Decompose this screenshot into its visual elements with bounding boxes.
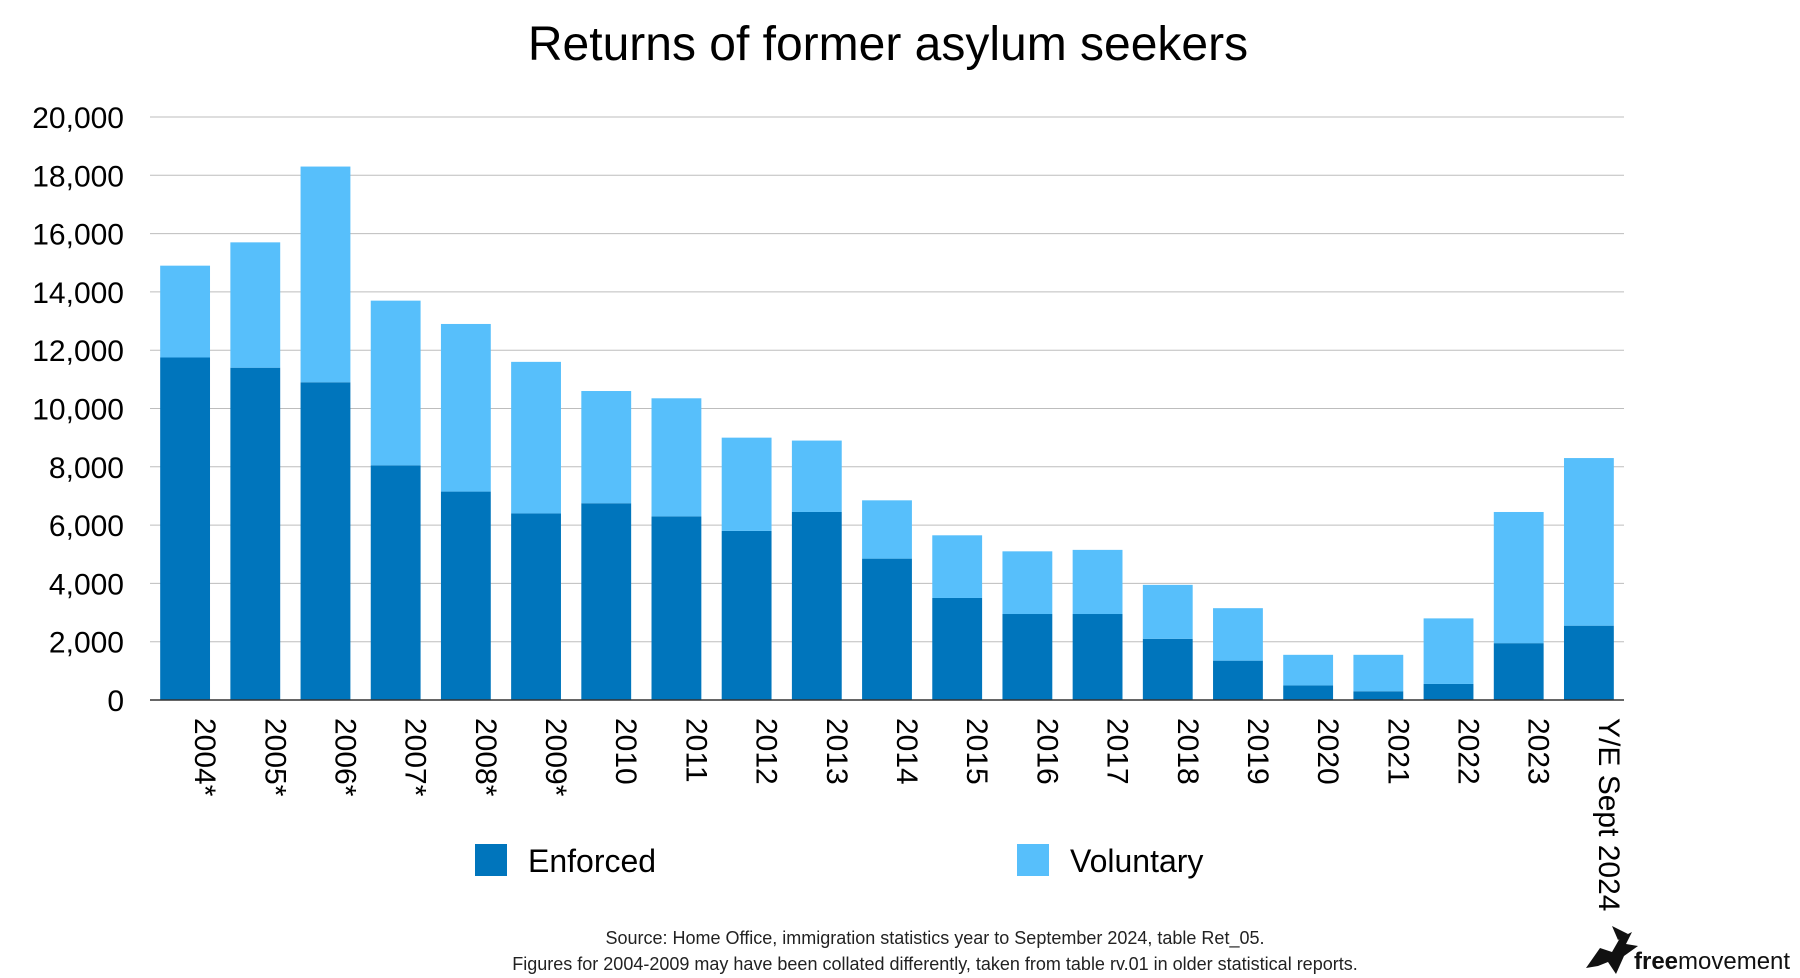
bar-enforced-2004- (160, 357, 211, 700)
bar-voluntary-2005- (230, 242, 281, 368)
y-tick-label: 18,000 (32, 160, 124, 193)
y-tick-label: 6,000 (49, 510, 124, 543)
bar-voluntary-2016 (1002, 551, 1053, 615)
bar-enforced-y-e-sept-2024 (1563, 625, 1614, 700)
bar-voluntary-2018 (1142, 584, 1193, 639)
bar-voluntary-2015 (932, 535, 983, 598)
legend-label-voluntary: Voluntary (1070, 843, 1203, 879)
bar-voluntary-2022 (1423, 618, 1474, 684)
y-tick-label: 0 (107, 685, 124, 718)
y-tick-label: 12,000 (32, 335, 124, 368)
x-tick-label: 2014 (890, 718, 923, 785)
bar-voluntary-2011 (651, 398, 702, 517)
bar-voluntary-y-e-sept-2024 (1563, 458, 1614, 626)
bar-voluntary-2021 (1353, 654, 1404, 692)
bar-enforced-2023 (1493, 643, 1544, 700)
y-tick-label: 10,000 (32, 394, 124, 427)
bird-logo-icon (1586, 926, 1638, 974)
x-tick-label: 2018 (1171, 718, 1204, 785)
bar-voluntary-2013 (791, 440, 842, 512)
bar-enforced-2016 (1002, 614, 1053, 700)
y-tick-label: 20,000 (32, 102, 124, 135)
bar-enforced-2019 (1213, 660, 1263, 700)
x-tick-label: 2006* (328, 718, 361, 797)
bar-voluntary-2023 (1493, 511, 1544, 644)
x-tick-label: 2016 (1030, 718, 1063, 785)
x-tick-label: 2013 (820, 718, 853, 785)
brand-wordmark: freemovement (1634, 948, 1790, 975)
legend-swatch-enforced (475, 844, 507, 876)
x-tick-label: 2008* (469, 718, 502, 797)
bar-voluntary-2012 (721, 437, 772, 531)
legend-swatch-voluntary (1017, 844, 1049, 876)
x-tick-label: 2010 (609, 718, 642, 785)
bar-enforced-2012 (721, 530, 772, 700)
x-tick-label: 2019 (1241, 718, 1274, 785)
x-tick-label: 2011 (679, 718, 712, 783)
x-tick-label: 2022 (1452, 718, 1485, 785)
bar-voluntary-2007- (370, 300, 421, 466)
y-tick-label: 8,000 (49, 452, 124, 485)
bar-enforced-2005- (230, 367, 281, 700)
x-tick-label: 2009* (539, 718, 572, 797)
bar-enforced-2015 (932, 597, 983, 700)
x-tick-label: 2007* (399, 718, 432, 797)
bar-enforced-2006- (300, 382, 351, 700)
bar-enforced-2021 (1353, 691, 1404, 700)
bar-enforced-2013 (791, 511, 842, 700)
y-tick-label: 4,000 (49, 568, 124, 601)
bar-voluntary-2014 (862, 500, 912, 559)
source-note: Source: Home Office, immigration statist… (606, 928, 1265, 949)
bar-enforced-2018 (1142, 638, 1193, 700)
brand-bold-part: free (1634, 948, 1678, 975)
chart-title: Returns of former asylum seekers (528, 18, 1248, 71)
bar-voluntary-2019 (1213, 608, 1263, 661)
bar-enforced-2017 (1072, 614, 1123, 700)
y-tick-label: 2,000 (49, 627, 124, 660)
bar-enforced-2022 (1423, 683, 1474, 700)
methodology-note: Figures for 2004-2009 may have been coll… (512, 954, 1357, 974)
bar-enforced-2008- (440, 491, 491, 700)
bar-voluntary-2010 (581, 391, 632, 504)
x-tick-label: 2004* (188, 718, 221, 797)
bar-voluntary-2008- (440, 323, 491, 492)
x-tick-label: 2023 (1522, 718, 1555, 785)
bar-enforced-2010 (581, 503, 632, 700)
bar-enforced-2007- (370, 465, 421, 700)
bar-voluntary-2017 (1072, 549, 1123, 615)
bar-enforced-2011 (651, 516, 702, 700)
legend-label-enforced: Enforced (528, 843, 656, 879)
bar-voluntary-2004- (160, 265, 211, 358)
y-axis-ticks: 0 2,000 4,000 6,000 8,000 10,000 12,000 14,000 1… (32, 102, 124, 718)
bar-enforced-2009- (511, 513, 561, 700)
bar-voluntary-2006- (300, 166, 351, 383)
x-tick-label: 2017 (1101, 718, 1134, 785)
x-tick-label: 2015 (960, 718, 993, 785)
bar-voluntary-2020 (1283, 654, 1334, 686)
x-tick-label: Y/E Sept 2024 (1592, 718, 1625, 911)
bars (160, 166, 1614, 700)
bar-voluntary-2009- (511, 361, 561, 514)
bar-enforced-2020 (1283, 685, 1334, 700)
brand-regular-part: movement (1678, 948, 1790, 975)
x-tick-label: 2021 (1381, 718, 1414, 785)
x-tick-label: 2005* (258, 718, 291, 797)
brand-logo: freemovement (1586, 926, 1790, 975)
x-tick-label: 2020 (1311, 718, 1344, 785)
x-axis-ticks: 2004* 2005* 2006* 2007* 2008* 2009* 2010 2011 20… (188, 718, 1625, 911)
bar-enforced-2014 (862, 558, 912, 700)
legend: Enforced Voluntary (475, 843, 1203, 879)
x-tick-label: 2012 (750, 718, 783, 785)
y-tick-label: 14,000 (32, 277, 124, 310)
y-tick-label: 16,000 (32, 219, 124, 252)
